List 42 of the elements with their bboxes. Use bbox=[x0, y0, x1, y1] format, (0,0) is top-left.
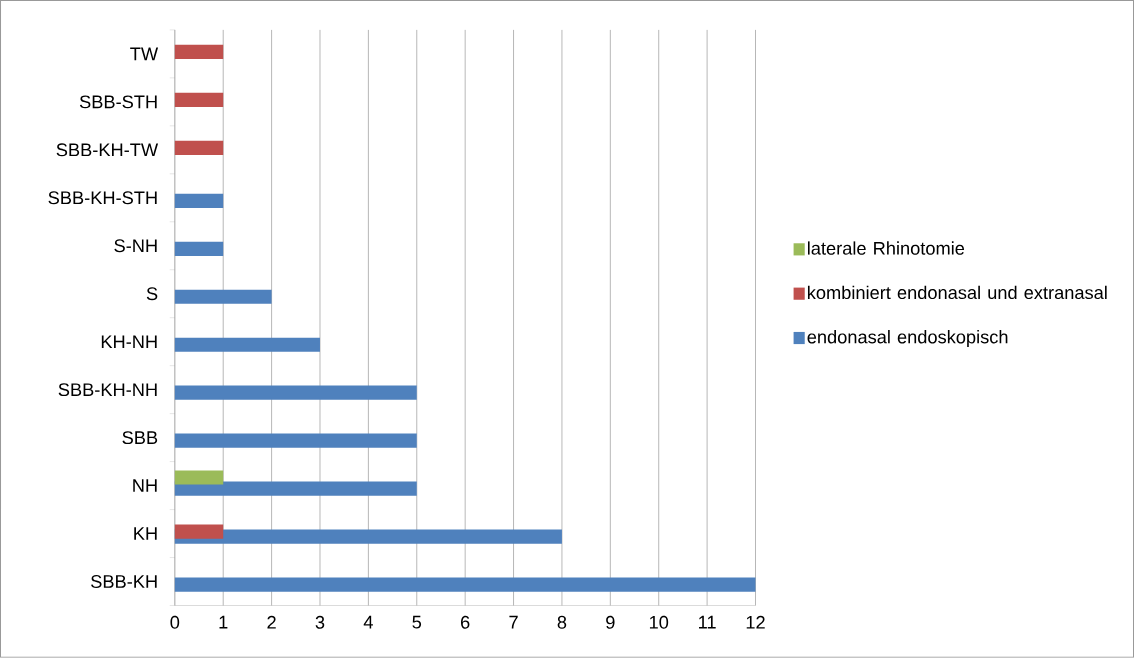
bar bbox=[174, 193, 224, 209]
y-tick-label: KH-NH bbox=[101, 335, 157, 349]
bar bbox=[174, 44, 224, 60]
x-tick-label: 10 bbox=[649, 615, 669, 629]
x-tick-label: 9 bbox=[606, 615, 615, 629]
y-tick-label: S-NH bbox=[114, 239, 157, 253]
y-tick-label: SBB-KH-NH bbox=[58, 383, 157, 397]
bar bbox=[174, 241, 224, 257]
x-tick-label: 7 bbox=[509, 615, 518, 629]
legend-label: kombiniert endonasal und extranasal bbox=[807, 285, 1107, 300]
bar bbox=[174, 289, 272, 304]
y-tick-label: SBB-KH-STH bbox=[48, 191, 157, 205]
y-tick-label: KH bbox=[134, 527, 157, 540]
bar bbox=[174, 577, 756, 592]
x-tick-label: 2 bbox=[267, 615, 276, 629]
x-tick-label: 1 bbox=[219, 615, 228, 629]
bar bbox=[174, 433, 417, 448]
y-tick-label: SBB-KH-TW bbox=[56, 143, 159, 157]
bar bbox=[174, 470, 224, 485]
bar bbox=[174, 337, 320, 352]
x-tick-label: 8 bbox=[557, 615, 567, 629]
y-tick-label: NH bbox=[133, 479, 157, 493]
legend-label: laterale Rhinotomie bbox=[807, 241, 965, 255]
x-tick-label: 11 bbox=[699, 615, 716, 629]
x-tick-label: 4 bbox=[363, 615, 373, 629]
x-tick-label: 0 bbox=[170, 615, 180, 629]
x-tick-label: 12 bbox=[746, 615, 765, 629]
bar bbox=[174, 140, 224, 156]
legend-label: endonasal endoskopisch bbox=[807, 330, 1008, 348]
y-tick-label: TW bbox=[130, 47, 159, 61]
bar bbox=[174, 92, 224, 108]
x-tick-label: 3 bbox=[315, 615, 325, 629]
x-tick-label: 5 bbox=[412, 615, 422, 629]
bar bbox=[174, 529, 562, 544]
bar bbox=[174, 481, 417, 496]
x-tick-label: 6 bbox=[461, 615, 470, 629]
y-tick-label: S bbox=[146, 287, 158, 301]
y-tick-label: SBB bbox=[122, 431, 158, 445]
bar bbox=[174, 385, 417, 400]
y-tick-label: SBB-KH bbox=[91, 575, 157, 589]
y-tick-label: SBB-STH bbox=[79, 95, 157, 109]
bar bbox=[174, 524, 224, 539]
